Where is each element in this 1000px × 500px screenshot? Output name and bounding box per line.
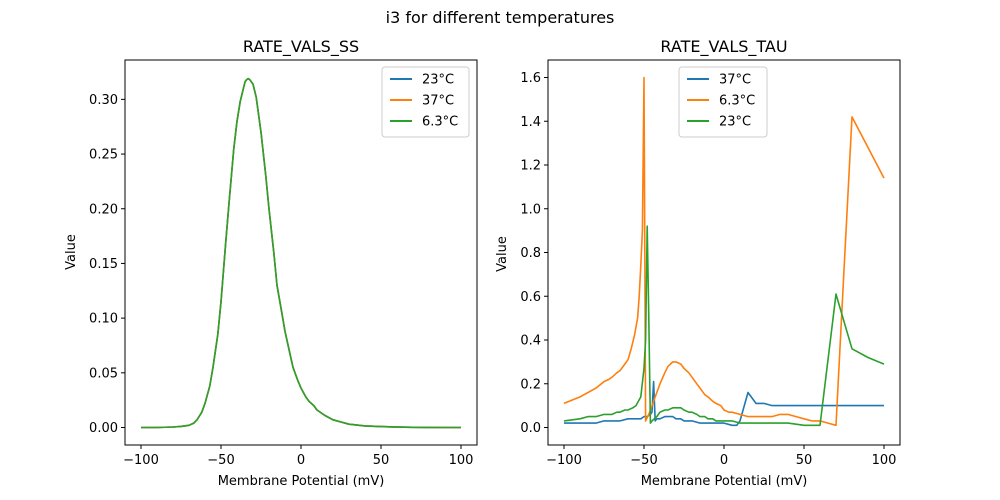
y-tick-label: 0.15: [89, 257, 118, 272]
series-line-6-3C: [563, 76, 885, 427]
legend-item: 6.3°C: [390, 115, 458, 130]
subplot-rate-vals-tau: RATE_VALS_TAU −100 −50 0 50 100 0.0 0.2 0.4 0.6…: [495, 37, 901, 489]
subplot-rate-vals-ss: RATE_VALS_SS −100 −50 0 50 100 0.000.050.100…: [64, 37, 478, 489]
series-line-37C: [564, 380, 884, 427]
y-tick-label: 0.00: [89, 421, 118, 436]
legend-label: 6.3°C: [719, 94, 755, 109]
x-tick-label: 0: [297, 453, 305, 468]
y-tick-label: 0.0: [520, 421, 541, 436]
x-tick-label: −100: [546, 453, 582, 468]
legend-label: 6.3°C: [422, 115, 458, 130]
y-axis-label: Value: [64, 234, 79, 270]
y-tick-label: 0.10: [89, 312, 118, 327]
y-tick-label: 1.0: [520, 202, 541, 217]
legend-box: [678, 66, 768, 138]
x-ticks: −100 −50 0 50 100: [546, 445, 896, 468]
legend-label: 37°C: [422, 94, 454, 109]
subplot-title: RATE_VALS_SS: [243, 37, 359, 57]
legend-item: 6.3°C: [687, 94, 755, 109]
y-tick-label: 0.2: [520, 377, 541, 392]
axes-frame: [547, 59, 901, 446]
y-tick-label: 1.4: [520, 115, 541, 130]
legend-item: 37°C: [390, 94, 454, 109]
y-axis-label: Value: [495, 236, 510, 272]
x-tick-label: 50: [796, 453, 813, 468]
legend-label: 37°C: [719, 73, 751, 88]
legend-label: 23°C: [719, 115, 751, 130]
legend-box: [381, 66, 470, 138]
axes-frame: [124, 59, 478, 446]
x-axis-label: Membrane Potential (mV): [641, 474, 808, 489]
x-tick-label: 100: [872, 453, 897, 468]
x-tick-label: −100: [123, 453, 159, 468]
y-ticks: 0.0 0.2 0.4 0.6 0.8 1.0 1.2 1.4 1.6: [520, 71, 548, 436]
x-tick-label: −50: [207, 453, 234, 468]
x-axis-label: Membrane Potential (mV): [218, 474, 385, 489]
y-tick-label: 0.05: [89, 366, 118, 381]
y-tick-label: 0.4: [520, 334, 541, 349]
x-tick-label: −50: [630, 453, 657, 468]
series-lines: [563, 76, 885, 427]
y-ticks: 0.00 0.05 0.10 0.15 0.20 0.25 0.30: [89, 93, 125, 436]
y-tick-label: 0.8: [520, 246, 541, 261]
y-tick-label: 0.6: [520, 290, 541, 305]
y-tick-label: 0.25: [89, 148, 118, 163]
legend: 23°C 37°C 6.3°C: [381, 66, 470, 138]
legend-label: 23°C: [422, 73, 454, 88]
y-tick-label: 0.20: [89, 202, 118, 217]
x-ticks: −100 −50 0 50 100: [123, 445, 473, 468]
series-line-23C: [563, 225, 885, 427]
series-line-6-3C: [141, 77, 461, 429]
figure-suptitle: i3 for different temperatures: [386, 8, 615, 27]
y-tick-label: 1.6: [520, 71, 541, 86]
legend-item: 23°C: [390, 73, 454, 88]
x-tick-label: 50: [373, 453, 390, 468]
legend-item: 37°C: [687, 73, 751, 88]
legend: 37°C 6.3°C 23°C: [678, 66, 768, 138]
y-tick-label: 0.30: [89, 93, 118, 108]
subplot-title: RATE_VALS_TAU: [660, 37, 787, 57]
x-tick-label: 0: [720, 453, 728, 468]
y-tick-label: 1.2: [520, 159, 541, 174]
legend-item: 23°C: [687, 115, 751, 130]
series-lines: [141, 77, 461, 429]
x-tick-label: 100: [449, 453, 474, 468]
